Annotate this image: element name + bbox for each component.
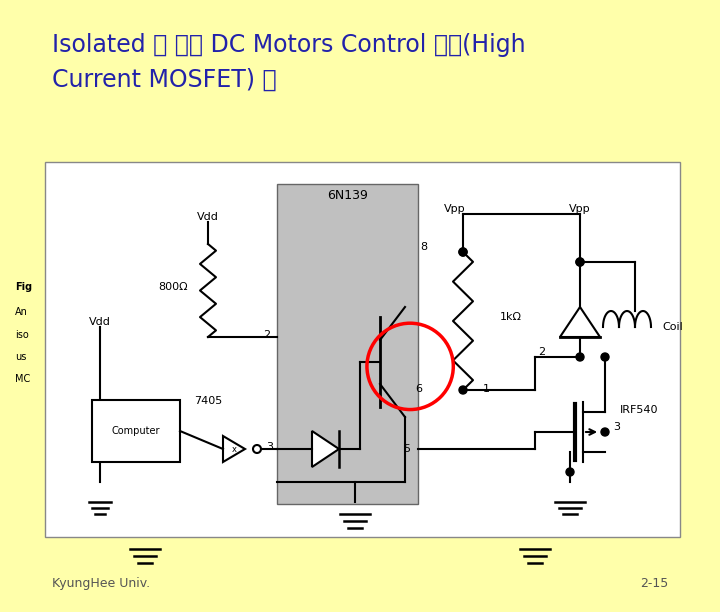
Bar [45,162,680,537]
Bar [92,400,180,462]
Text: KyungHee Univ.: KyungHee Univ. [52,577,150,590]
Text: 5: 5 [403,444,410,454]
Text: 1kΩ: 1kΩ [500,312,522,322]
Text: 2: 2 [263,330,270,340]
Circle shape [459,248,467,256]
Text: Current MOSFET) 예: Current MOSFET) 예 [52,68,276,92]
Text: 8: 8 [420,242,427,252]
Polygon shape [312,431,339,467]
Bar [277,184,418,504]
Circle shape [459,386,467,394]
Text: IRF540: IRF540 [620,405,659,415]
Text: us: us [15,352,27,362]
Text: Vdd: Vdd [197,212,219,222]
Text: x: x [232,446,236,455]
Text: MC: MC [15,374,30,384]
Circle shape [459,248,467,256]
Text: Coil: Coil [662,322,683,332]
Circle shape [576,353,584,361]
Text: Vpp: Vpp [570,204,591,214]
Text: 2-15: 2-15 [640,577,668,590]
Polygon shape [560,307,600,337]
Text: An: An [15,307,28,317]
Text: Vdd: Vdd [89,317,111,327]
Text: iso: iso [15,330,29,340]
Text: 6: 6 [415,384,422,394]
Circle shape [601,353,609,361]
Text: 800Ω: 800Ω [158,282,188,292]
Text: 3: 3 [266,442,273,452]
Text: 2: 2 [538,347,545,357]
Text: Fig: Fig [15,282,32,292]
Text: 7405: 7405 [194,396,222,406]
Circle shape [601,428,609,436]
Circle shape [566,468,574,476]
Circle shape [576,258,584,266]
Text: Computer: Computer [112,426,161,436]
Text: Vpp: Vpp [444,204,466,214]
Text: 3: 3 [613,422,620,432]
Circle shape [576,258,584,266]
Text: Isolated 단 방향 DC Motors Control 회로(High: Isolated 단 방향 DC Motors Control 회로(High [52,33,526,57]
Text: 6N139: 6N139 [327,189,368,202]
Text: 1: 1 [483,384,490,394]
